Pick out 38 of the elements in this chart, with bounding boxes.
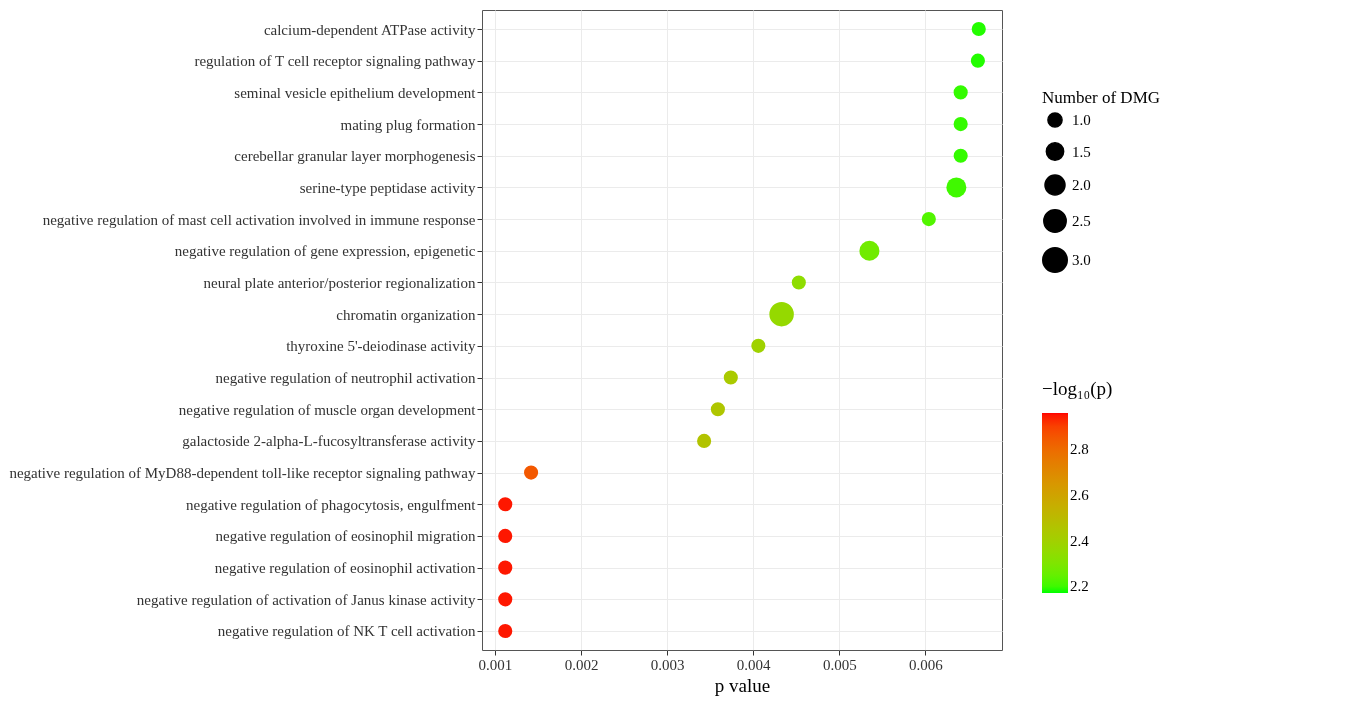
y-tick-label: negative regulation of eosinophil migration (215, 528, 476, 545)
color-bar-label: 2.2 (1070, 578, 1089, 595)
y-tick-label: serine-type peptidase activity (299, 179, 476, 196)
y-tick-label: neural plate anterior/posterior regionalization (203, 274, 476, 291)
y-tick-label: negative regulation of mast cell activation involved in immune response (42, 211, 476, 228)
legend-label: 2.5 (1072, 213, 1091, 229)
y-tick-label: negative regulation of activation of Janus kinase activity (136, 591, 476, 608)
y-tick-label: negative regulation of gene expression, epigenetic (174, 243, 476, 260)
x-tick-label: 0.001 (478, 656, 513, 673)
y-tick-label: negative regulation of eosinophil activation (214, 560, 476, 577)
legend-label: 3.0 (1072, 252, 1091, 268)
color-bar-label: 2.8 (1070, 441, 1089, 458)
legend-label: 2.0 (1072, 177, 1091, 193)
legend-label: 1.5 (1072, 143, 1091, 160)
x-tick-label: 0.006 (909, 656, 944, 673)
x-tick-label: 0.004 (736, 656, 772, 673)
color-bar-label: 2.6 (1070, 487, 1090, 504)
y-tick-label: galactoside 2-alpha-L-fucosyltransferase activity (182, 433, 476, 450)
y-tick-label: thyroxine 5'-deiodinase activity (286, 338, 476, 355)
y-tick-label: negative regulation of phagocytosis, engulfment (185, 496, 477, 513)
y-tick-label: negative regulation of neutrophil activation (215, 370, 476, 387)
y-tick-label: calcium-dependent ATPase activity (263, 21, 476, 38)
x-tick-label: 0.005 (822, 656, 857, 673)
y-tick-label: cerebellar granular layer morphogenesis (234, 148, 476, 165)
x-axis-title: p value (714, 674, 771, 696)
color-bar-label: 2.4 (1070, 532, 1090, 549)
legend-title: Number of DMG (1042, 88, 1161, 107)
color-bar-title: −log₁₀(p) (1042, 378, 1113, 400)
x-tick-label: 0.003 (650, 656, 685, 673)
y-tick-label: seminal vesicle epithelium development (234, 84, 477, 101)
legend-label: 1.0 (1072, 112, 1091, 128)
y-tick-label: chromatin organization (336, 306, 476, 323)
y-tick-label: negative regulation of NK T cell activation (217, 623, 476, 640)
y-tick-label: mating plug formation (340, 116, 476, 133)
x-tick-label: 0.002 (564, 656, 599, 673)
y-tick-label: regulation of T cell receptor signaling pathway (194, 53, 476, 70)
y-tick-label: negative regulation of MyD88-dependent toll-like receptor signaling pathway (9, 465, 476, 482)
y-tick-label: negative regulation of muscle organ development (178, 401, 477, 418)
